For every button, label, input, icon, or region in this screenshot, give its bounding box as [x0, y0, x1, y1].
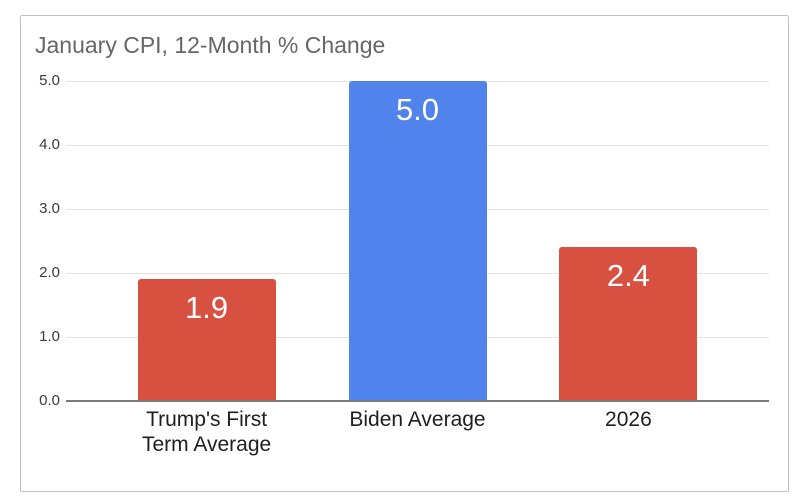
bar-value-label: 1.9 — [185, 290, 229, 325]
bar: 1.9 — [137, 279, 276, 401]
category-label: Trump's First Term Average — [142, 408, 272, 456]
category-label: 2026 — [605, 408, 652, 431]
bar: 2.4 — [559, 247, 698, 401]
plot-area: 1.9 Trump's First Term Average 5.0 Biden Av… — [66, 81, 769, 456]
bar-value-label: 5.0 — [395, 92, 440, 127]
y-tick-label: 0.0 — [39, 392, 60, 409]
y-tick-label: 1.0 — [39, 328, 60, 345]
y-tick-label: 2.0 — [39, 264, 60, 281]
category-label: Biden Average — [349, 408, 486, 431]
bar: 5.0 — [348, 81, 487, 401]
y-tick-label: 3.0 — [39, 200, 60, 217]
chart-card: January CPI, 12-Month % Change 5.0 4.0 3.0… — [20, 15, 789, 492]
bar-value-label: 2.4 — [606, 258, 650, 293]
chart-title: January CPI, 12-Month % Change — [35, 32, 386, 58]
x-axis-baseline — [66, 400, 769, 402]
y-tick-label: 5.0 — [39, 72, 60, 89]
y-axis: 5.0 4.0 3.0 2.0 1.0 0.0 — [21, 72, 60, 409]
y-tick-label: 4.0 — [39, 136, 60, 153]
